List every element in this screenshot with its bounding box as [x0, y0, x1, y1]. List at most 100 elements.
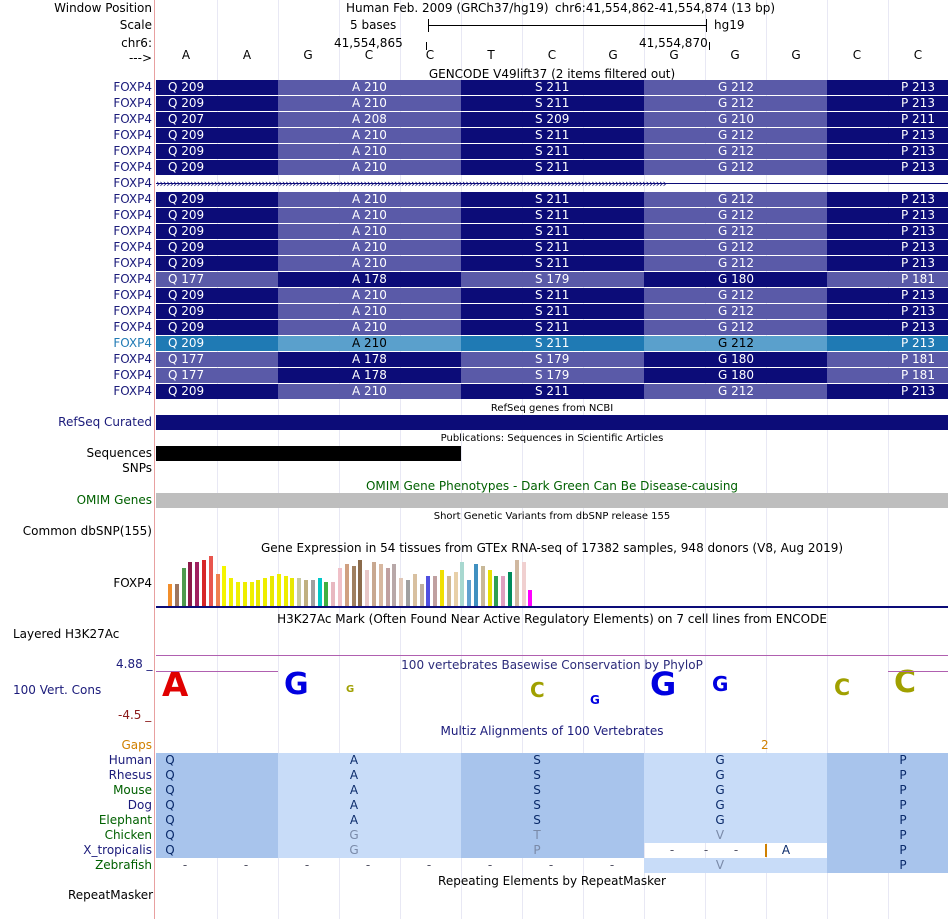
alignment-block[interactable] — [278, 753, 461, 768]
amino-acid-cell[interactable]: G 180 — [644, 272, 827, 287]
amino-acid-cell[interactable]: A 210 — [278, 160, 461, 175]
refseq-label[interactable]: RefSeq Curated — [58, 415, 152, 429]
alignment-block[interactable] — [156, 783, 278, 798]
gtex-bar[interactable] — [406, 580, 410, 606]
amino-acid-cell[interactable]: A 210 — [278, 240, 461, 255]
amino-acid-cell[interactable]: S 211 — [461, 224, 644, 239]
phylop-title[interactable]: 100 vertebrates Basewise Conservation by… — [401, 658, 703, 672]
species-label[interactable]: Mouse — [113, 783, 152, 797]
species-label[interactable]: Zebrafish — [95, 858, 152, 872]
amino-acid-cell[interactable]: P 181 — [827, 368, 948, 383]
alignment-block[interactable] — [461, 798, 644, 813]
repeatmasker-title[interactable]: Repeating Elements by RepeatMasker — [438, 874, 666, 888]
dbsnp-label[interactable]: Common dbSNP(155) — [22, 524, 152, 538]
gtex-bar[interactable] — [215, 574, 220, 606]
amino-acid-cell[interactable]: A 178 — [278, 368, 461, 383]
gencode-row[interactable]: Q 209 A 210 S 211 G 212 P 213 — [156, 304, 948, 320]
amino-acid-cell[interactable]: Q 177 — [156, 352, 278, 367]
alignment-block[interactable] — [156, 768, 278, 783]
amino-acid-cell[interactable]: Q 209 — [156, 320, 278, 335]
gtex-bar[interactable] — [467, 580, 472, 606]
amino-acid-cell[interactable]: S 211 — [461, 304, 644, 319]
amino-acid-cell[interactable]: G 212 — [644, 144, 827, 159]
gencode-row-label[interactable]: FOXP4 — [113, 208, 152, 222]
gtex-bar[interactable] — [521, 562, 526, 606]
gtex-bar[interactable] — [378, 564, 383, 606]
amino-acid-cell[interactable]: Q 209 — [156, 336, 278, 351]
alignment-block[interactable] — [156, 828, 278, 843]
gencode-row-label[interactable]: FOXP4 — [113, 256, 152, 270]
gtex-bar[interactable] — [283, 576, 288, 606]
gencode-row[interactable]: Q 177 A 178 S 179 G 180 P 181 — [156, 272, 948, 288]
alignment-block[interactable] — [827, 768, 948, 783]
amino-acid-cell[interactable]: S 179 — [461, 368, 644, 383]
gtex-bar[interactable] — [453, 572, 458, 606]
gencode-row-label[interactable]: FOXP4 — [113, 352, 152, 366]
alignment-block[interactable] — [156, 813, 278, 828]
gtex-bar[interactable] — [528, 590, 533, 606]
gtex-bar[interactable] — [474, 564, 478, 606]
amino-acid-cell[interactable]: P 181 — [827, 352, 948, 367]
gtex-bar[interactable] — [181, 568, 186, 606]
amino-acid-cell[interactable]: G 212 — [644, 240, 827, 255]
alignment-block[interactable] — [644, 813, 827, 828]
amino-acid-cell[interactable]: P 213 — [827, 288, 948, 303]
amino-acid-cell[interactable]: S 179 — [461, 352, 644, 367]
gtex-bar[interactable] — [344, 564, 349, 606]
refseq-feature[interactable] — [156, 415, 948, 430]
amino-acid-cell[interactable]: S 209 — [461, 112, 644, 127]
alignment-block[interactable] — [827, 783, 948, 798]
gtex-bar[interactable] — [331, 582, 336, 606]
gtex-bar[interactable] — [256, 580, 261, 606]
amino-acid-cell[interactable]: Q 209 — [156, 96, 278, 111]
alignment-block[interactable] — [156, 753, 278, 768]
amino-acid-cell[interactable]: P 213 — [827, 224, 948, 239]
alignment-block[interactable] — [644, 753, 827, 768]
amino-acid-cell[interactable]: A 210 — [278, 384, 461, 399]
gencode-row[interactable]: Q 209 A 210 S 211 G 212 P 213 — [156, 336, 948, 352]
amino-acid-cell[interactable]: P 213 — [827, 384, 948, 399]
alignment-block[interactable] — [827, 798, 948, 813]
amino-acid-cell[interactable]: Q 209 — [156, 304, 278, 319]
gtex-title[interactable]: Gene Expression in 54 tissues from GTEx … — [260, 541, 844, 555]
amino-acid-cell[interactable]: Q 209 — [156, 224, 278, 239]
gtex-bar[interactable] — [324, 582, 329, 606]
amino-acid-cell[interactable]: P 181 — [827, 272, 948, 287]
gencode-row[interactable]: Q 207 A 208 S 209 G 210 P 211 — [156, 112, 948, 128]
amino-acid-cell[interactable]: G 212 — [644, 304, 827, 319]
gencode-row[interactable]: Q 209 A 210 S 211 G 212 P 213 — [156, 160, 948, 176]
gaps-label[interactable]: Gaps — [121, 738, 152, 752]
amino-acid-cell[interactable]: S 211 — [461, 160, 644, 175]
publication-feature[interactable] — [156, 446, 461, 461]
amino-acid-cell[interactable]: A 208 — [278, 112, 461, 127]
amino-acid-cell[interactable]: G 212 — [644, 288, 827, 303]
amino-acid-cell[interactable]: G 180 — [644, 352, 827, 367]
gencode-row[interactable]: Q 209 A 210 S 211 G 212 P 213 — [156, 96, 948, 112]
gtex-bar[interactable] — [446, 576, 451, 606]
gencode-row[interactable]: ››››››››››››››››››››››››››››››››››››››››… — [156, 176, 948, 192]
gencode-title[interactable]: GENCODE V49lift37 (2 items filtered out) — [428, 67, 676, 81]
amino-acid-cell[interactable]: G 180 — [644, 368, 827, 383]
alignment-block[interactable] — [461, 768, 644, 783]
alignment-block[interactable] — [644, 828, 827, 843]
amino-acid-cell[interactable]: P 213 — [827, 192, 948, 207]
gencode-row[interactable]: Q 209 A 210 S 211 G 212 P 213 — [156, 144, 948, 160]
amino-acid-cell[interactable]: A 210 — [278, 256, 461, 271]
gtex-bar[interactable] — [229, 578, 234, 606]
gtex-bar[interactable] — [222, 566, 227, 606]
refseq-title[interactable]: RefSeq genes from NCBI — [490, 403, 614, 414]
amino-acid-cell[interactable]: A 210 — [278, 336, 461, 351]
gtex-bar[interactable] — [249, 582, 254, 606]
amino-acid-cell[interactable]: G 212 — [644, 192, 827, 207]
gtex-bar[interactable] — [263, 578, 268, 606]
gtex-bar[interactable] — [338, 568, 342, 606]
alignment-block[interactable] — [156, 798, 278, 813]
gtex-bar[interactable] — [412, 574, 417, 606]
multiz-title[interactable]: Multiz Alignments of 100 Vertebrates — [440, 724, 664, 738]
amino-acid-cell[interactable]: G 212 — [644, 128, 827, 143]
amino-acid-cell[interactable]: S 211 — [461, 96, 644, 111]
amino-acid-cell[interactable]: Q 209 — [156, 144, 278, 159]
omim-title[interactable]: OMIM Gene Phenotypes - Dark Green Can Be… — [365, 479, 739, 493]
amino-acid-cell[interactable]: G 212 — [644, 80, 827, 95]
gtex-bar[interactable] — [365, 570, 370, 606]
